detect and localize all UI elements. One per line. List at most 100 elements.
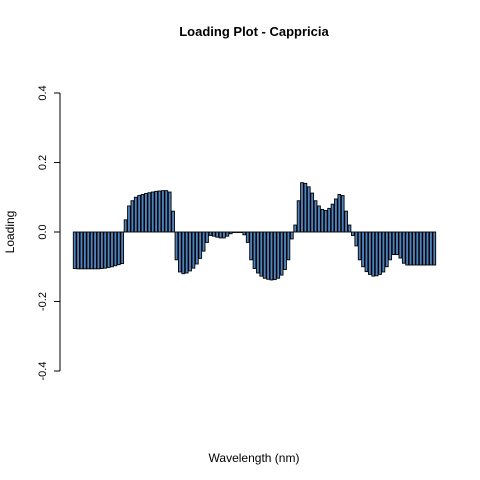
- loading-bar: [211, 231, 216, 237]
- loading-bar: [303, 182, 308, 233]
- loading-bar: [429, 231, 433, 266]
- loading-bar: [99, 231, 104, 269]
- loading-bar: [83, 231, 87, 270]
- loading-bar: [371, 231, 376, 277]
- loading-bar: [279, 231, 284, 276]
- loading-bar: [398, 231, 403, 259]
- loading-bar: [127, 205, 131, 233]
- loading-bar: [72, 231, 77, 269]
- loading-bar: [215, 231, 220, 238]
- loading-bar: [106, 231, 111, 268]
- loading-bar: [415, 231, 420, 266]
- loading-bar: [137, 195, 141, 233]
- loading-bar: [239, 231, 243, 233]
- loading-bar: [103, 231, 108, 269]
- loading-bar: [293, 224, 298, 233]
- y-tick-label: 0.4: [37, 85, 49, 100]
- loading-bar: [357, 231, 362, 261]
- y-tick-label: 0.0: [37, 224, 49, 239]
- loading-bar: [198, 231, 203, 259]
- loading-bar: [144, 192, 148, 233]
- loading-bar: [194, 231, 199, 265]
- loading-bar: [86, 231, 91, 270]
- loading-bar: [266, 231, 270, 280]
- loading-bar: [259, 231, 264, 277]
- loading-bar: [317, 205, 321, 233]
- loading-bar: [364, 231, 369, 273]
- loading-bar: [354, 231, 359, 247]
- loading-bar: [412, 231, 416, 266]
- loading-bar: [374, 231, 379, 277]
- loading-bar: [110, 231, 114, 268]
- y-tick-label: 0.2: [37, 155, 49, 170]
- loading-bar: [208, 231, 213, 236]
- loading-bar: [130, 200, 135, 233]
- loading-bar: [252, 231, 257, 269]
- loading-bar: [249, 231, 253, 261]
- loading-bar: [283, 231, 287, 270]
- loading-bar: [120, 231, 125, 265]
- loading-bar: [188, 231, 192, 272]
- loading-bar: [408, 231, 413, 266]
- loading-bar: [384, 231, 389, 268]
- loading-bar: [273, 231, 277, 281]
- loading-bar: [313, 200, 318, 233]
- loading-bar: [228, 231, 233, 235]
- loading-bar: [269, 231, 274, 281]
- loading-bar: [245, 231, 250, 243]
- loading-bar: [344, 210, 348, 233]
- loading-bar: [327, 207, 331, 233]
- loading-bar: [388, 231, 393, 261]
- loading-bar: [178, 231, 182, 273]
- loading-bar: [395, 231, 399, 256]
- loading-bar: [368, 231, 372, 275]
- loading-bar: [378, 231, 382, 275]
- loading-bar: [320, 208, 325, 233]
- loading-bar: [191, 231, 196, 269]
- loading-bar: [381, 231, 386, 273]
- y-tick-label: -0.4: [37, 362, 49, 381]
- loading-bar: [256, 231, 260, 274]
- loading-bar: [123, 219, 128, 233]
- loading-bar: [347, 224, 352, 233]
- loading-bar: [334, 198, 338, 233]
- loading-bar: [300, 182, 304, 233]
- loading-bar: [161, 190, 165, 233]
- loading-bar: [340, 195, 345, 233]
- loading-bar: [222, 231, 226, 239]
- loading-bar: [116, 231, 121, 266]
- loading-bar: [306, 186, 311, 233]
- loading-bar: [205, 231, 209, 243]
- loading-bar: [425, 231, 430, 266]
- loading-bar: [96, 231, 101, 270]
- loading-bar: [418, 231, 423, 266]
- loading-bar: [113, 231, 118, 267]
- loading-bar: [405, 231, 409, 266]
- loading-bar: [432, 231, 437, 266]
- loading-bar: [235, 231, 240, 233]
- x-axis-label: Wavelength (nm): [209, 451, 300, 465]
- loading-bar: [286, 231, 291, 261]
- loading-bar: [164, 190, 169, 233]
- loading-bar: [391, 231, 396, 256]
- loading-bar: [93, 231, 97, 270]
- loading-bar: [242, 231, 247, 236]
- loading-bar: [201, 231, 206, 252]
- loading-bar: [79, 231, 84, 270]
- loading-bar: [276, 231, 281, 279]
- loading-bar: [296, 200, 301, 233]
- y-axis-label: Loading: [3, 211, 17, 254]
- loading-bar: [133, 196, 138, 233]
- bar-series: [72, 182, 437, 281]
- y-tick-label: -0.2: [37, 292, 49, 311]
- loading-bar: [147, 192, 152, 233]
- y-axis: -0.4 -0.2 0.0 0.2 0.4: [37, 85, 61, 381]
- loading-bar: [140, 194, 145, 233]
- loading-bar: [184, 231, 189, 274]
- loading-bar: [289, 231, 294, 240]
- loading-bar: [232, 231, 236, 233]
- loading-bar: [171, 210, 175, 233]
- loading-bar: [150, 191, 155, 233]
- loading-bar: [181, 231, 186, 275]
